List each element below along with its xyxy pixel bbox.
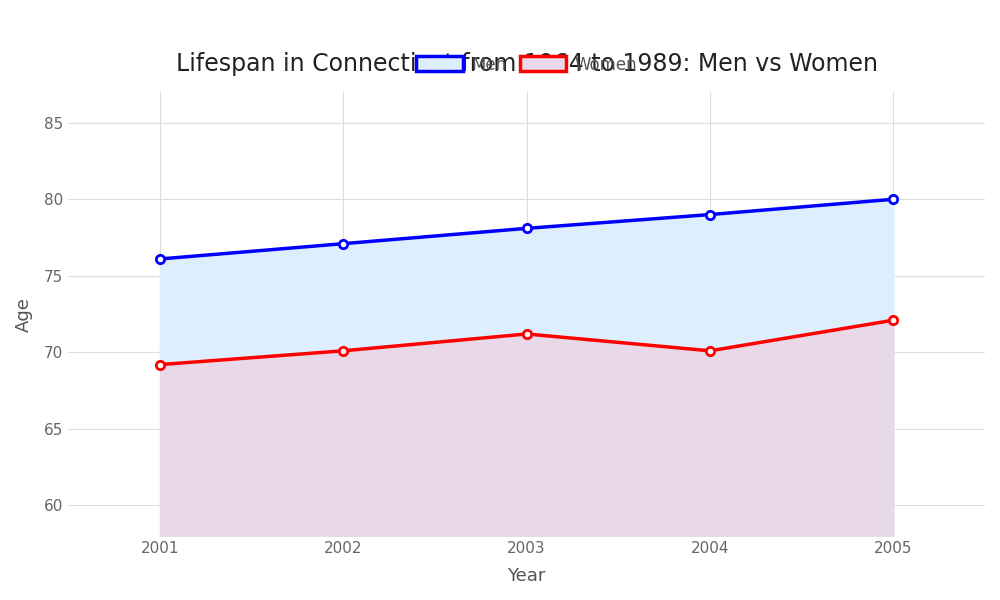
Legend: Men, Women: Men, Women <box>408 47 646 82</box>
Title: Lifespan in Connecticut from 1964 to 1989: Men vs Women: Lifespan in Connecticut from 1964 to 198… <box>176 52 878 76</box>
X-axis label: Year: Year <box>507 567 546 585</box>
Y-axis label: Age: Age <box>15 296 33 332</box>
